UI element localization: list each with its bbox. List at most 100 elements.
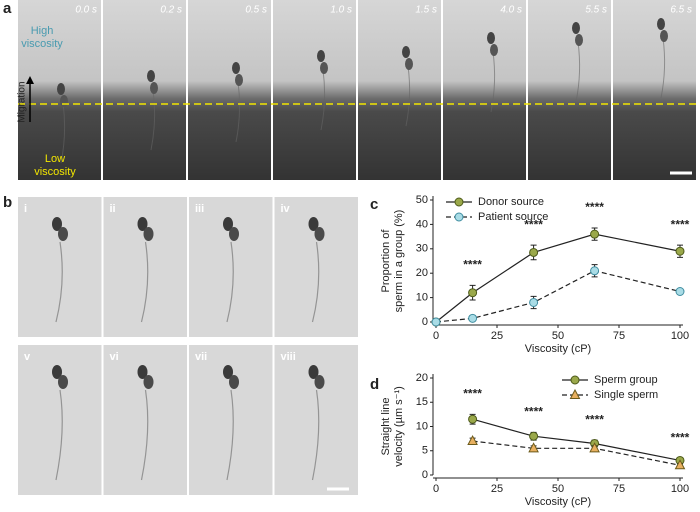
y-tick-label: 20 xyxy=(416,372,428,384)
sperm-head xyxy=(314,227,325,241)
y-tick-label: 30 xyxy=(416,243,428,255)
y-tick-label: 20 xyxy=(416,267,428,279)
sperm-tail xyxy=(60,102,66,164)
sperm-tail xyxy=(490,51,496,113)
legend-marker xyxy=(570,375,580,385)
time-label: 1.0 s xyxy=(330,5,352,16)
marker xyxy=(468,414,478,424)
legend-label: Sperm group xyxy=(594,374,658,386)
sperm-head xyxy=(402,46,410,58)
low-viscosity-label: viscosity xyxy=(34,166,76,178)
marker xyxy=(590,266,600,276)
marker xyxy=(431,317,441,327)
sperm-head xyxy=(317,50,325,62)
legend-marker xyxy=(454,212,464,222)
y-tick-label: 5 xyxy=(422,445,428,457)
sperm-head xyxy=(660,30,668,42)
sperm-head xyxy=(487,32,495,44)
sperm-tail xyxy=(140,389,149,481)
image-numeral: v xyxy=(24,351,31,363)
panel-a: 0.0 s 0.2 s 0.5 s 1.0 s 1.5 s 4.0 s 5.5 s 6.5 s… xyxy=(17,0,698,180)
sperm-tail xyxy=(575,41,581,103)
panel-label: a xyxy=(3,0,12,17)
sperm-tail xyxy=(226,241,234,323)
sperm-tail xyxy=(235,81,241,143)
sperm-head xyxy=(223,365,233,379)
sperm-head xyxy=(137,365,148,379)
sperm-head xyxy=(235,74,243,86)
significance-label: **** xyxy=(524,217,543,231)
chart: 0 5 10 15 20 0 25 50 75 100 Viscosity (cP) Straight… xyxy=(380,372,690,508)
marker xyxy=(529,247,539,257)
sperm-tail xyxy=(311,241,320,323)
y-tick-label: 0 xyxy=(422,316,428,328)
significance-label: **** xyxy=(585,412,604,426)
x-tick-label: 100 xyxy=(671,330,689,342)
sperm-head xyxy=(308,365,319,379)
sperm-tail xyxy=(320,69,326,131)
marker xyxy=(468,288,478,298)
y-tick-label: 40 xyxy=(416,218,428,230)
frame xyxy=(613,0,696,180)
y-axis-label: Proportion of xyxy=(380,229,392,293)
marker xyxy=(589,442,600,453)
series-line xyxy=(472,418,681,462)
legend-marker xyxy=(569,388,581,399)
micrograph xyxy=(103,197,187,337)
x-axis-label: Viscosity (cP) xyxy=(525,343,591,355)
sperm-head xyxy=(657,18,665,30)
sperm-head xyxy=(232,62,240,74)
y-tick-label: 15 xyxy=(416,396,428,408)
time-label: 0.0 s xyxy=(75,5,97,16)
sperm-tail xyxy=(226,389,234,481)
migration-arrowhead xyxy=(26,76,34,84)
sperm-head xyxy=(575,34,583,46)
sperm-head xyxy=(223,217,233,231)
time-label: 0.5 s xyxy=(245,5,267,16)
frame xyxy=(103,0,186,180)
sperm-head xyxy=(308,217,319,231)
legend-label: Donor source xyxy=(478,196,544,208)
x-tick-label: 100 xyxy=(671,483,689,495)
image-numeral: vii xyxy=(195,351,207,363)
significance-label: **** xyxy=(524,404,543,418)
sperm-head xyxy=(150,82,158,94)
micrograph xyxy=(18,197,102,337)
y-axis-label: sperm in a group (%) xyxy=(393,210,405,313)
series-line xyxy=(435,233,681,323)
sperm-tail xyxy=(55,241,63,323)
x-tick-label: 25 xyxy=(491,330,503,342)
x-tick-label: 0 xyxy=(433,483,439,495)
marker xyxy=(529,431,539,441)
panel-label: c xyxy=(370,196,378,213)
significance-label: **** xyxy=(463,387,482,401)
x-tick-label: 50 xyxy=(552,330,564,342)
sperm-head xyxy=(52,217,62,231)
image-numeral: vi xyxy=(110,351,119,363)
high-viscosity-label: viscosity xyxy=(21,38,63,50)
x-tick-label: 50 xyxy=(552,483,564,495)
x-tick-label: 75 xyxy=(613,483,625,495)
sperm-tail xyxy=(311,389,320,481)
frame xyxy=(273,0,356,180)
chart: 0 10 20 30 40 50 0 25 50 75 100 Viscosity (cP) Propo… xyxy=(380,194,690,355)
image-numeral: viii xyxy=(281,351,296,363)
migration-label: Migration xyxy=(17,81,28,122)
frame xyxy=(358,0,441,180)
time-label: 4.0 s xyxy=(500,5,522,16)
significance-label: **** xyxy=(585,200,604,214)
panel-label: b xyxy=(3,194,12,211)
sperm-head xyxy=(143,227,154,241)
sperm-tail xyxy=(55,389,63,481)
x-tick-label: 75 xyxy=(613,330,625,342)
image-numeral: iv xyxy=(281,203,291,215)
y-axis-label: Straight line xyxy=(380,397,392,455)
marker xyxy=(528,442,539,453)
legend-marker xyxy=(454,197,464,207)
legend-label: Patient source xyxy=(478,211,548,223)
frame xyxy=(528,0,611,180)
marker xyxy=(468,313,478,323)
y-tick-label: 50 xyxy=(416,194,428,206)
significance-label: **** xyxy=(671,431,690,445)
